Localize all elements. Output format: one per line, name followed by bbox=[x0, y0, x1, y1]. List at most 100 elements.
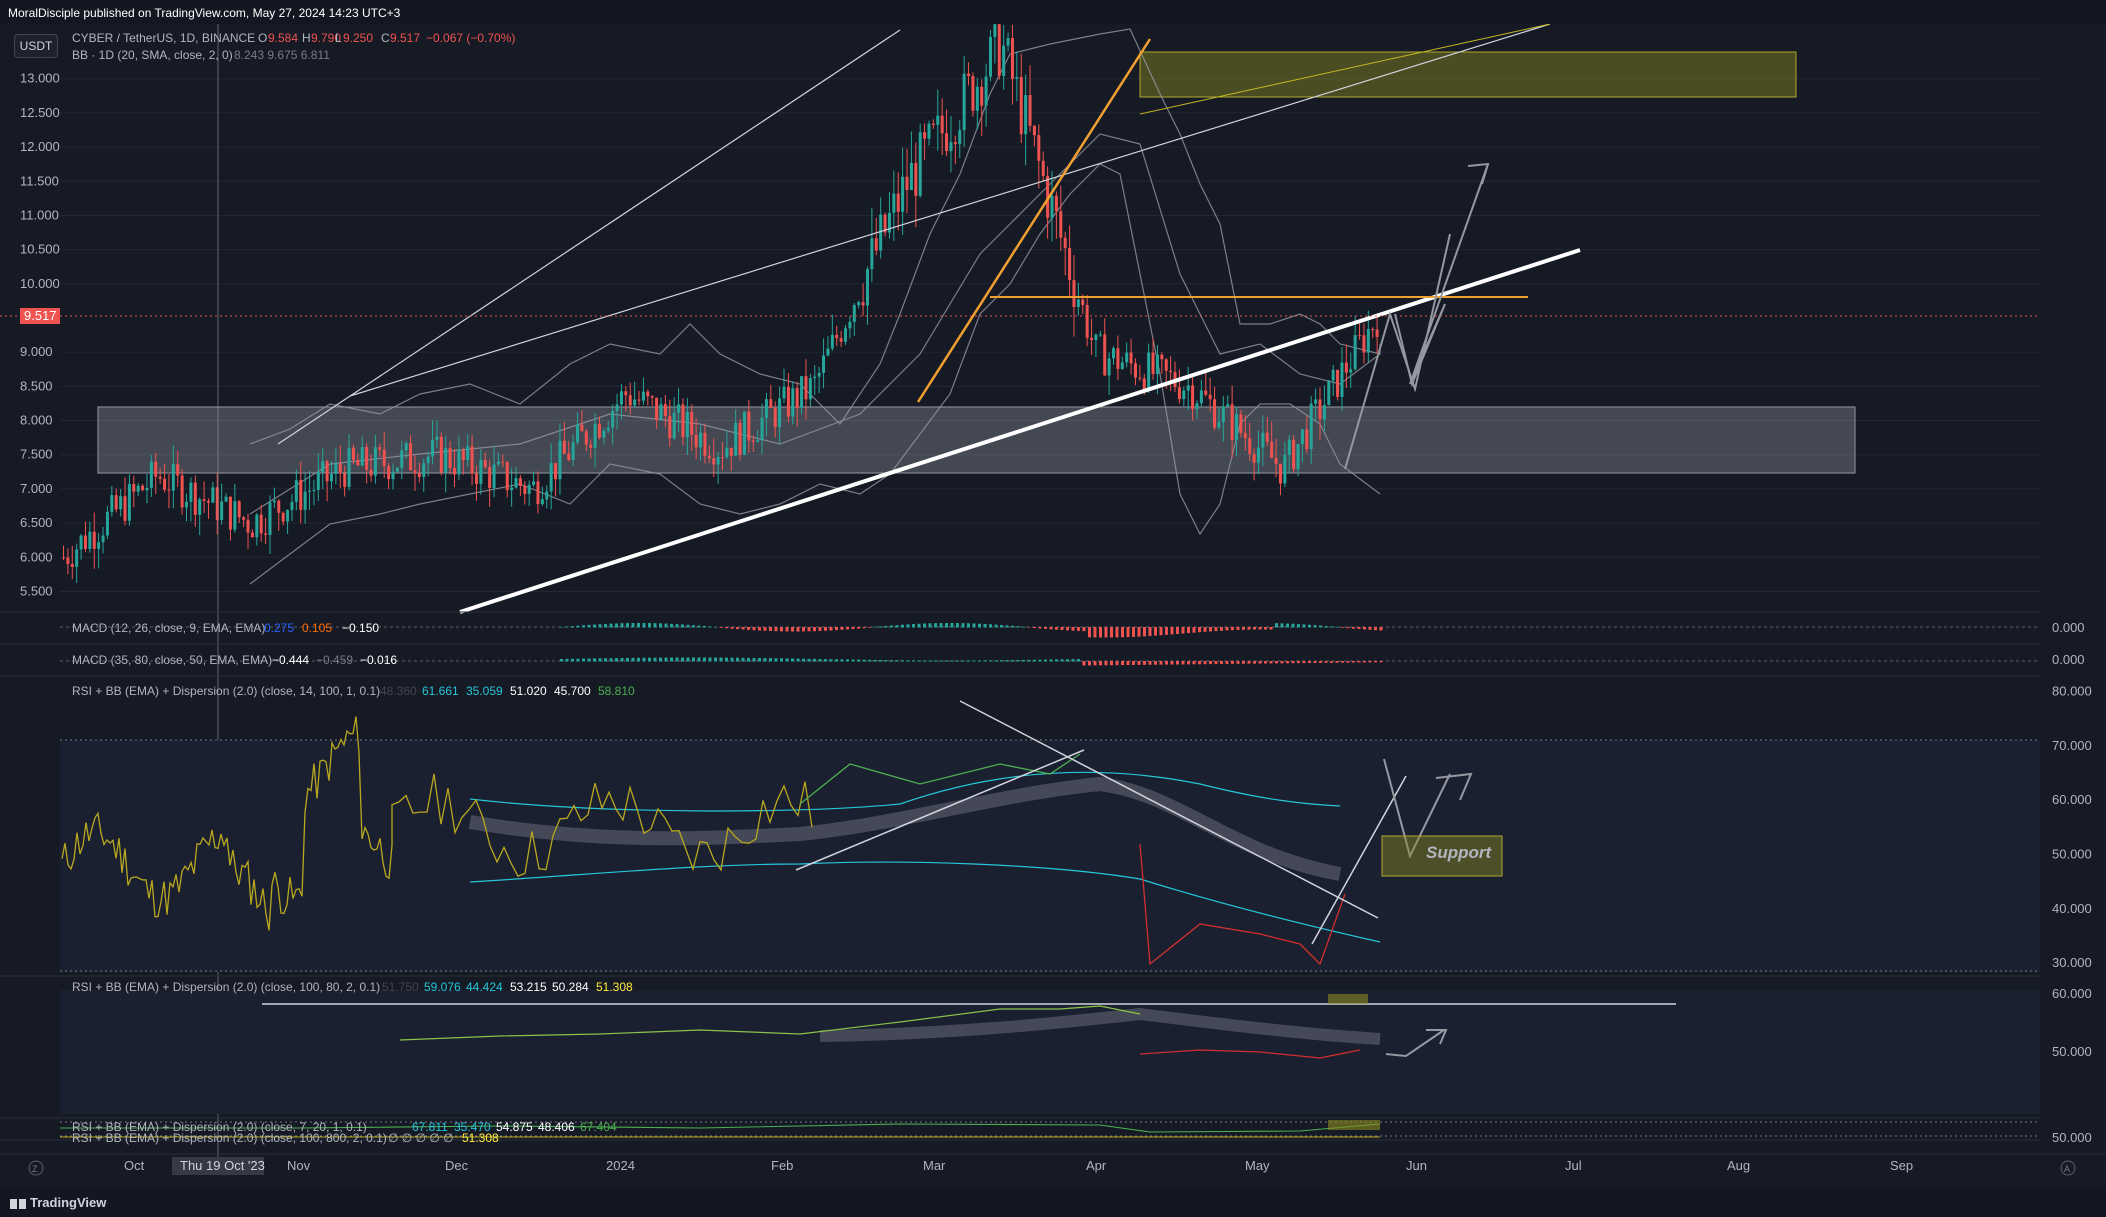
macd2-bar bbox=[648, 657, 651, 662]
macd1-bar bbox=[620, 623, 624, 628]
macd1-label: MACD (12, 26, close, 9, EMA, EMA) bbox=[72, 621, 265, 635]
macd2-bar bbox=[1005, 660, 1009, 662]
macd1-bar bbox=[884, 625, 888, 628]
zoom-icon[interactable] bbox=[28, 1160, 44, 1176]
macd1-bar bbox=[659, 623, 662, 628]
candle-body bbox=[1059, 211, 1063, 238]
candle-body bbox=[198, 499, 202, 515]
candle-body bbox=[1037, 135, 1041, 161]
macd2-bar bbox=[862, 659, 866, 662]
candle-body bbox=[865, 269, 869, 306]
macd2-bar bbox=[961, 660, 965, 662]
macd1-bar bbox=[719, 627, 723, 628]
macd1-bar bbox=[1027, 627, 1031, 628]
macd1-bar bbox=[1308, 624, 1311, 628]
macd1-bar bbox=[1055, 627, 1058, 630]
candle-body bbox=[97, 542, 101, 549]
macd2-bar bbox=[857, 659, 860, 662]
low-value: 9.250 bbox=[343, 31, 373, 45]
price-tick: 12.000 bbox=[20, 139, 60, 154]
macd1-bar bbox=[1313, 625, 1317, 628]
time-tick: 2024 bbox=[606, 1158, 635, 1173]
candle-body bbox=[1274, 457, 1278, 464]
rsi3-v4: 48.406 bbox=[538, 1120, 575, 1134]
macd2-histogram bbox=[560, 657, 1383, 666]
candle-body bbox=[742, 411, 746, 455]
candle-body bbox=[136, 485, 140, 492]
candle-body bbox=[760, 417, 764, 441]
macd1-bar bbox=[862, 627, 866, 629]
macd1-bar bbox=[1297, 624, 1300, 628]
rsi1-tick: 40.000 bbox=[2052, 901, 2092, 916]
candle-body bbox=[1010, 38, 1014, 79]
rsi1-label: RSI + BB (EMA) + Dispersion (2.0) (close… bbox=[72, 684, 380, 698]
candle-body bbox=[778, 398, 782, 428]
candle-body bbox=[1213, 399, 1217, 428]
candle-body bbox=[382, 449, 386, 467]
macd2-bar bbox=[758, 657, 761, 662]
macd1-bar bbox=[912, 624, 915, 628]
macd2-bar bbox=[637, 657, 640, 662]
impulse-line bbox=[916, 38, 1152, 403]
candle-body bbox=[1046, 175, 1050, 218]
macd2-bar bbox=[928, 660, 932, 662]
candle-body bbox=[694, 434, 698, 448]
macd2-bar bbox=[1368, 661, 1372, 663]
macd1-bar bbox=[609, 623, 613, 628]
rsi1-v2: 35.059 bbox=[466, 684, 503, 698]
macd2-bar bbox=[939, 660, 943, 662]
macd2-bar bbox=[626, 657, 629, 662]
macd2-bar bbox=[895, 660, 899, 662]
auto-scale-icon[interactable] bbox=[2060, 1160, 2076, 1176]
rsi2-zone bbox=[1328, 994, 1368, 1004]
candle-body bbox=[1081, 299, 1085, 305]
macd2-bar bbox=[978, 660, 981, 662]
macd1-bar bbox=[1269, 627, 1273, 630]
candle-body bbox=[655, 397, 659, 420]
macd2-bar bbox=[763, 658, 767, 662]
macd2-bar bbox=[1335, 661, 1339, 663]
macd2-bar bbox=[1297, 661, 1300, 664]
macd1-bar bbox=[1016, 626, 1020, 628]
candle-body bbox=[773, 407, 777, 428]
bb-basis bbox=[249, 133, 1381, 515]
candle-body bbox=[110, 495, 114, 512]
candle-body bbox=[387, 466, 391, 480]
candle-body bbox=[1169, 370, 1173, 373]
candle-body bbox=[479, 460, 483, 484]
candle-body bbox=[163, 478, 167, 490]
time-axis[interactable]: Oct Nov Dec 2024 Feb Mar Apr May Jun Jul Aug Sep bbox=[0, 1153, 2106, 1173]
candle-body bbox=[1309, 403, 1313, 449]
candle-body bbox=[699, 432, 703, 448]
rsi2-v4: 50.284 bbox=[552, 980, 589, 994]
rsi2-line bbox=[399, 1005, 1141, 1041]
macd2-bar bbox=[1022, 659, 1025, 662]
price-tick: 12.500 bbox=[20, 105, 60, 120]
macd1-bar bbox=[956, 623, 959, 628]
candle-body bbox=[92, 531, 96, 549]
macd1-bar bbox=[950, 623, 954, 628]
macd2-bar bbox=[835, 659, 838, 662]
price-axis[interactable]: 13.000 12.500 12.000 11.500 11.000 10.500 10.0… bbox=[20, 71, 60, 599]
candlestick-series bbox=[62, 24, 1379, 583]
chart-canvas[interactable]: 13.000 12.500 12.000 11.500 11.000 10.500 10.0… bbox=[0, 24, 2106, 1187]
candle-body bbox=[1054, 195, 1058, 212]
candle-body bbox=[988, 36, 992, 77]
candle-body bbox=[439, 436, 443, 473]
candle-body bbox=[725, 447, 729, 458]
rsi2-band bbox=[60, 990, 2040, 1114]
candle-body bbox=[259, 514, 263, 534]
candle-body bbox=[844, 328, 848, 342]
candle-body bbox=[413, 470, 417, 474]
time-tick: May bbox=[1245, 1158, 1270, 1173]
candle-body bbox=[554, 463, 558, 480]
upper-trendline bbox=[277, 29, 901, 445]
currency-button[interactable]: USDT bbox=[14, 34, 58, 58]
candle-body bbox=[127, 483, 131, 521]
time-tick: Mar bbox=[923, 1158, 946, 1173]
candle-body bbox=[1116, 348, 1120, 369]
price-tick: 10.000 bbox=[20, 276, 60, 291]
candle-body bbox=[997, 24, 1001, 76]
macd1-bar bbox=[1071, 627, 1075, 631]
candle-body bbox=[395, 467, 399, 472]
